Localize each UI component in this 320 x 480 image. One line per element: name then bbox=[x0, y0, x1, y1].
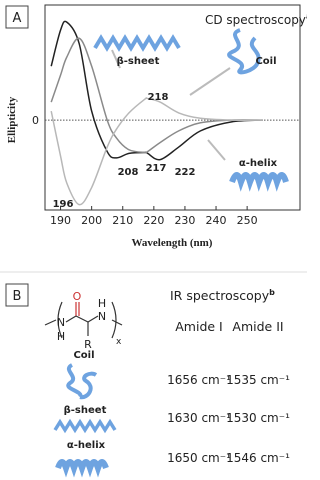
series-line bbox=[50, 20, 263, 161]
chart-title: CD spectroscopya bbox=[205, 12, 307, 27]
beta-sheet-icon bbox=[53, 418, 117, 434]
x-tick-label: 230 bbox=[174, 214, 195, 227]
panel-box bbox=[5, 5, 29, 29]
atom-label: H bbox=[98, 297, 106, 310]
panel-label: A bbox=[13, 11, 22, 26]
panel-label: B bbox=[13, 289, 22, 304]
table-title: IR spectroscopyb bbox=[170, 288, 275, 303]
series-label: Coil bbox=[255, 56, 276, 67]
cell: 1546 cm⁻¹ bbox=[226, 451, 290, 465]
x-tick-label: 220 bbox=[143, 214, 164, 227]
coil-icon bbox=[66, 363, 98, 400]
x-tick-label: 200 bbox=[81, 214, 102, 227]
cell: 1656 cm⁻¹ bbox=[167, 373, 231, 387]
atom-label: N bbox=[57, 316, 65, 329]
helix-icon bbox=[229, 172, 289, 192]
series-line bbox=[50, 97, 263, 206]
connector bbox=[189, 67, 231, 96]
x-tick-label: 250 bbox=[237, 214, 258, 227]
connector bbox=[111, 49, 121, 69]
plot-frame bbox=[44, 4, 301, 211]
atom-label: x bbox=[116, 337, 122, 347]
atom-label: R bbox=[84, 338, 92, 351]
annotation: 222 bbox=[175, 167, 196, 178]
atom-label: N bbox=[98, 310, 106, 323]
atom-label: H bbox=[57, 330, 65, 343]
panel-box bbox=[5, 283, 29, 307]
beta-sheet-icon bbox=[93, 34, 181, 52]
cell: 1650 cm⁻¹ bbox=[167, 451, 231, 465]
y-tick-label: 0 bbox=[32, 114, 39, 127]
x-label: Wavelength (nm) bbox=[132, 237, 213, 249]
connector bbox=[207, 139, 226, 161]
row-label: Coil bbox=[73, 350, 94, 361]
coil-icon bbox=[227, 28, 261, 75]
y-label: Ellipticity bbox=[6, 96, 18, 143]
annotation: 196 bbox=[53, 199, 74, 210]
title-text: CD spectroscopy bbox=[205, 13, 306, 27]
title-text: IR spectroscopy bbox=[170, 288, 270, 303]
cell: 1530 cm⁻¹ bbox=[226, 411, 290, 425]
row-label: α-helix bbox=[67, 440, 106, 451]
atom-label: O bbox=[73, 290, 82, 303]
row-label: β-sheet bbox=[64, 405, 107, 416]
series-label: β-sheet bbox=[117, 56, 160, 67]
x-tick-label: 240 bbox=[206, 214, 227, 227]
series-line bbox=[50, 37, 263, 154]
column-header: Amide II bbox=[232, 319, 283, 334]
x-tick-label: 190 bbox=[50, 214, 71, 227]
title-note: b bbox=[269, 288, 275, 297]
peptide-structure bbox=[44, 301, 123, 339]
x-tick-label: 210 bbox=[112, 214, 133, 227]
title-note: a bbox=[306, 12, 307, 21]
annotation: 208 bbox=[118, 167, 139, 178]
cell: 1535 cm⁻¹ bbox=[226, 373, 290, 387]
helix-icon bbox=[55, 459, 109, 478]
cell: 1630 cm⁻¹ bbox=[167, 411, 231, 425]
column-header: Amide I bbox=[175, 319, 223, 334]
figure: A CD spectroscopya Ellipticity Wavelengt… bbox=[0, 4, 307, 478]
annotation: 218 bbox=[148, 92, 169, 103]
annotation: 217 bbox=[146, 163, 167, 174]
series-label: α-helix bbox=[239, 158, 278, 169]
